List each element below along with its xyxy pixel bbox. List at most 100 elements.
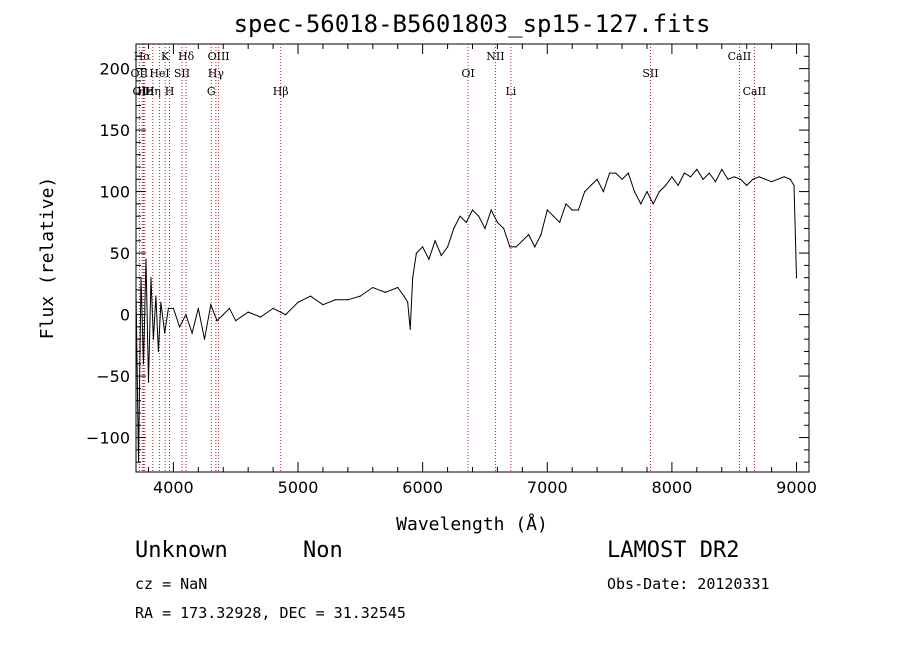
- data-point: [633, 191, 636, 193]
- data-point: [407, 301, 409, 303]
- data-point: [453, 227, 455, 230]
- data-point: [577, 209, 580, 211]
- spectrum-line: [135, 168, 797, 463]
- line-marker-label: SII: [174, 67, 190, 80]
- data-point: [260, 316, 262, 318]
- survey-label: LAMOST DR2: [607, 538, 740, 563]
- y-tick-label: 200: [99, 60, 130, 79]
- data-point: [164, 332, 166, 334]
- data-point: [746, 184, 748, 186]
- data-point: [515, 246, 517, 248]
- data-point: [152, 338, 154, 340]
- line-marker-label: Hδ: [178, 50, 195, 63]
- axes: 4000 5000 6000 7000 8000 9000 −100 −50 0 50 100 150…: [86, 44, 817, 497]
- data-point: [758, 176, 760, 178]
- data-point: [683, 172, 686, 174]
- line-marker-label: Hα: [134, 50, 152, 63]
- y-tick-label: 100: [99, 183, 130, 202]
- data-point: [185, 314, 187, 316]
- data-point: [210, 304, 212, 306]
- plot-border: [135, 43, 810, 473]
- data-point: [777, 178, 779, 180]
- data-point: [160, 301, 162, 303]
- line-marker-label: Hβ: [273, 85, 289, 98]
- data-point: [422, 246, 424, 248]
- data-point: [247, 311, 249, 313]
- data-point: [596, 178, 598, 180]
- data-point: [484, 227, 486, 230]
- data-point: [471, 209, 474, 211]
- data-point: [179, 326, 181, 328]
- data-point: [721, 168, 723, 170]
- obs-date: Obs-Date: 20120331: [607, 575, 770, 593]
- x-axis-label: Wavelength (Å): [396, 513, 548, 535]
- data-point: [665, 184, 667, 186]
- data-point: [690, 176, 692, 178]
- data-point: [702, 178, 704, 180]
- data-point: [559, 221, 561, 223]
- data-point: [347, 299, 349, 301]
- chart-title: spec-56018-B5601803_sp15-127.fits: [234, 10, 711, 38]
- data-point: [496, 221, 498, 223]
- line-marker-label: OIII: [132, 85, 154, 98]
- x-tick-label: 7000: [527, 478, 568, 497]
- data-point: [447, 246, 449, 248]
- coordinates: RA = 173.32928, DEC = 31.32545: [135, 604, 406, 622]
- y-axis-label: Flux (relative): [37, 177, 58, 340]
- data-point: [546, 209, 548, 211]
- line-marker-label: G: [207, 85, 216, 98]
- data-point: [739, 178, 742, 180]
- line-marker-label: SII: [642, 67, 658, 80]
- data-point: [412, 277, 414, 279]
- data-point: [609, 172, 611, 174]
- line-marker-label: CaII: [743, 85, 767, 98]
- data-point: [727, 178, 729, 180]
- line-marker-label: K: [161, 50, 170, 63]
- data-point: [565, 203, 567, 205]
- x-tick-label: 8000: [652, 478, 693, 497]
- line-marker-label: OII: [131, 67, 149, 80]
- data-point: [714, 181, 717, 183]
- data-point: [465, 221, 467, 223]
- data-point: [521, 240, 524, 242]
- line-marker-label: NII: [486, 50, 504, 63]
- data-point: [172, 307, 174, 309]
- y-tick-label: 150: [99, 121, 130, 140]
- data-point: [534, 246, 536, 248]
- data-point: [322, 304, 324, 306]
- data-point: [285, 314, 287, 316]
- x-tick-label: 6000: [402, 478, 443, 497]
- data-point: [490, 209, 492, 211]
- data-point: [752, 178, 754, 180]
- data-point: [584, 191, 586, 193]
- data-point: [627, 172, 629, 174]
- plot-frame: [135, 43, 810, 473]
- data-point: [397, 286, 399, 289]
- data-point: [503, 227, 505, 230]
- data-point: [478, 215, 480, 217]
- y-tick-label: 0: [120, 306, 130, 325]
- data-point: [428, 258, 430, 260]
- data-point: [272, 307, 274, 309]
- data-point: [155, 295, 157, 297]
- y-tick-label: −100: [86, 429, 130, 448]
- data-point: [615, 172, 617, 174]
- data-point: [372, 286, 374, 289]
- data-point: [571, 209, 573, 211]
- line-marker-label: CaII: [728, 50, 752, 63]
- line-marker-label: HeI: [149, 67, 169, 80]
- y-tick-label: −50: [96, 367, 130, 386]
- data-point: [145, 258, 147, 260]
- data-point: [658, 191, 661, 193]
- data-point: [552, 215, 555, 217]
- data-point: [222, 314, 224, 316]
- data-point: [459, 215, 461, 217]
- data-point: [652, 203, 654, 205]
- x-tick-label: 9000: [776, 478, 817, 497]
- data-point: [795, 277, 798, 279]
- data-point: [150, 277, 152, 279]
- data-point: [197, 307, 199, 309]
- data-point: [147, 381, 150, 383]
- data-point: [733, 176, 735, 178]
- line-marker-label: H: [165, 85, 175, 98]
